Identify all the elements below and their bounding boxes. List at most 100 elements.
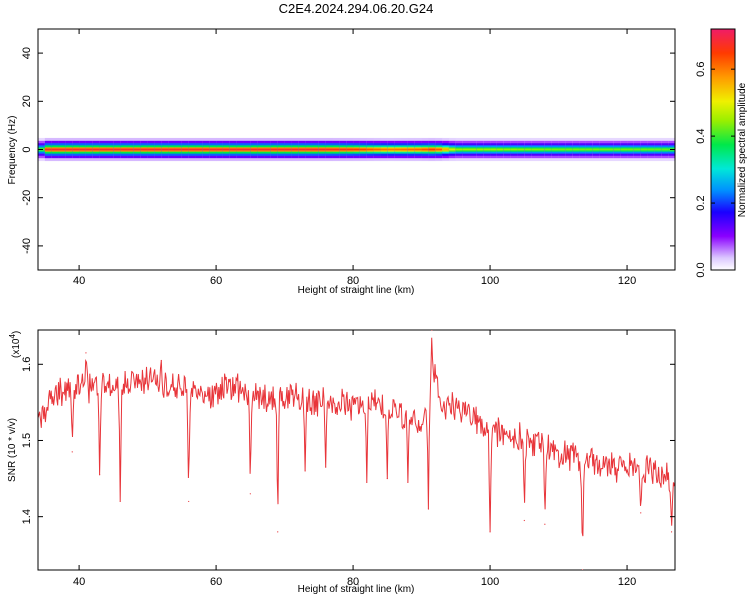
spectrogram-cell <box>353 148 361 151</box>
chart-title: C2E4.2024.294.06.20.G24 <box>279 1 434 16</box>
spectrogram-cell <box>428 148 436 151</box>
snr-extreme-point <box>640 512 642 514</box>
spectrogram-cell <box>305 148 313 151</box>
spectrogram-cell <box>133 148 142 151</box>
spectrogram-cell <box>298 148 306 151</box>
bottom-ytick-label: 1.5 <box>21 433 33 448</box>
spectrogram-cell <box>44 148 53 151</box>
snr-extreme-point <box>581 569 584 570</box>
spectrogram-cell <box>209 148 217 151</box>
colorbar-scale <box>710 28 736 271</box>
colorbar-label: Normalized spectral amplitude <box>737 82 748 217</box>
spectrogram-band <box>38 137 676 162</box>
spectrogram-cell <box>168 148 176 151</box>
bottom-xtick-label: 80 <box>347 576 359 588</box>
spectrogram-cell <box>154 148 162 151</box>
top-ytick-label: -20 <box>21 190 33 206</box>
spectrogram-cell <box>647 148 655 151</box>
snr-extreme-point <box>386 477 388 480</box>
spectrogram-cell <box>72 148 80 151</box>
bottom-plot-frame <box>37 329 676 571</box>
spectrogram-cell <box>585 148 594 151</box>
top-axis-ticks: 40 60 80 100 120 40 20 0 -20 -40 <box>21 29 675 287</box>
spectrogram-cell <box>421 148 429 151</box>
snr-extreme-point <box>249 493 251 495</box>
colorbar-tick-label: 0.0 <box>695 262 707 277</box>
spectrogram-cell <box>291 148 299 151</box>
spectrogram-cell <box>85 148 94 151</box>
snr-extreme-point <box>523 519 525 522</box>
snr-extreme-point <box>407 481 409 483</box>
spectrogram-cell <box>140 148 148 151</box>
spectrogram-cell <box>161 148 169 151</box>
top-xtick-label: 100 <box>481 275 499 287</box>
snr-extreme-point <box>304 470 306 472</box>
spectrogram-cell <box>448 148 457 151</box>
spectrogram-cell <box>387 148 395 151</box>
spectrogram-cell <box>58 148 66 151</box>
top-ytick-label: 0 <box>21 146 33 152</box>
spectrogram-cell <box>229 148 238 151</box>
snr-extreme-point <box>85 352 87 354</box>
colorbar-tick-label: 0.4 <box>695 128 707 143</box>
spectrogram-cell <box>442 148 450 151</box>
top-plot: 40 60 80 100 120 40 20 0 -20 -40 Height of straig… <box>7 28 676 296</box>
spectrogram-cell <box>407 148 416 151</box>
spectrogram-cell <box>79 148 87 151</box>
colorbar-tick-label: 0.2 <box>695 195 707 210</box>
spectrogram-cell <box>277 148 285 151</box>
colorbar-ticks: 0.0 0.2 0.4 0.6 <box>695 62 735 278</box>
spectrogram-cell <box>92 148 101 151</box>
spectrogram-cell <box>127 148 135 151</box>
spectrogram-cell <box>517 148 525 151</box>
spectrogram-cell <box>366 148 375 151</box>
snr-extreme-point <box>325 466 327 468</box>
spectrogram-cell <box>572 148 580 151</box>
spectrogram-cell <box>236 148 244 151</box>
colorbar: 0.0 0.2 0.4 0.6 Normalized spectral amplitu… <box>695 28 748 278</box>
top-xtick-label: 120 <box>618 275 636 287</box>
snr-extreme-point <box>489 531 491 533</box>
bottom-xlabel: Height of straight line (km) <box>298 584 415 595</box>
spectrogram-cell <box>613 148 621 151</box>
spectrogram-cell <box>380 148 388 151</box>
spectrogram-cell <box>216 148 224 151</box>
spectrogram-cell <box>661 148 669 151</box>
bottom-ylabel: SNR (10 * v/v) <box>7 418 18 482</box>
spectrogram-cell <box>257 148 265 151</box>
snr-series-line <box>38 337 675 537</box>
spectrogram-cell <box>174 148 183 151</box>
spectrogram-cell <box>579 148 587 151</box>
spectrogram-cell <box>181 148 190 151</box>
spectrogram-cell <box>51 148 59 151</box>
spectrogram-cell <box>394 148 402 151</box>
snr-extreme-point <box>99 474 101 476</box>
spectrogram-cell <box>654 148 662 151</box>
spectrogram-cell <box>531 148 539 151</box>
y-scale-multiplier: (x104) <box>8 331 22 358</box>
spectrogram-cell <box>620 148 628 151</box>
snr-extreme-point <box>277 531 279 533</box>
spectrogram-cell <box>147 148 155 151</box>
spectrogram-cell <box>120 148 128 151</box>
spectrogram-cell <box>243 148 251 151</box>
colorbar-tick-label: 0.6 <box>695 62 707 77</box>
spectrogram-cell <box>551 148 559 151</box>
snr-extreme-point <box>71 451 73 453</box>
top-ytick-label: 40 <box>21 47 33 59</box>
spectrogram-cell <box>264 148 272 151</box>
spectrogram-cell <box>627 148 635 151</box>
spectrogram-cell <box>195 148 203 151</box>
spectrogram-cell <box>544 148 553 151</box>
spectrogram-cell <box>476 148 484 151</box>
snr-extreme-point <box>160 359 162 362</box>
spectrogram-cell <box>640 148 649 151</box>
top-ylabel: Frequency (Hz) <box>7 116 18 185</box>
top-ytick-label: 20 <box>21 95 33 107</box>
spectrogram-cell <box>592 148 601 151</box>
snr-extreme-point <box>119 500 121 503</box>
spectrogram-cell <box>503 148 512 151</box>
spectrogram-cell <box>599 148 607 151</box>
spectrogram-cell <box>113 148 121 151</box>
